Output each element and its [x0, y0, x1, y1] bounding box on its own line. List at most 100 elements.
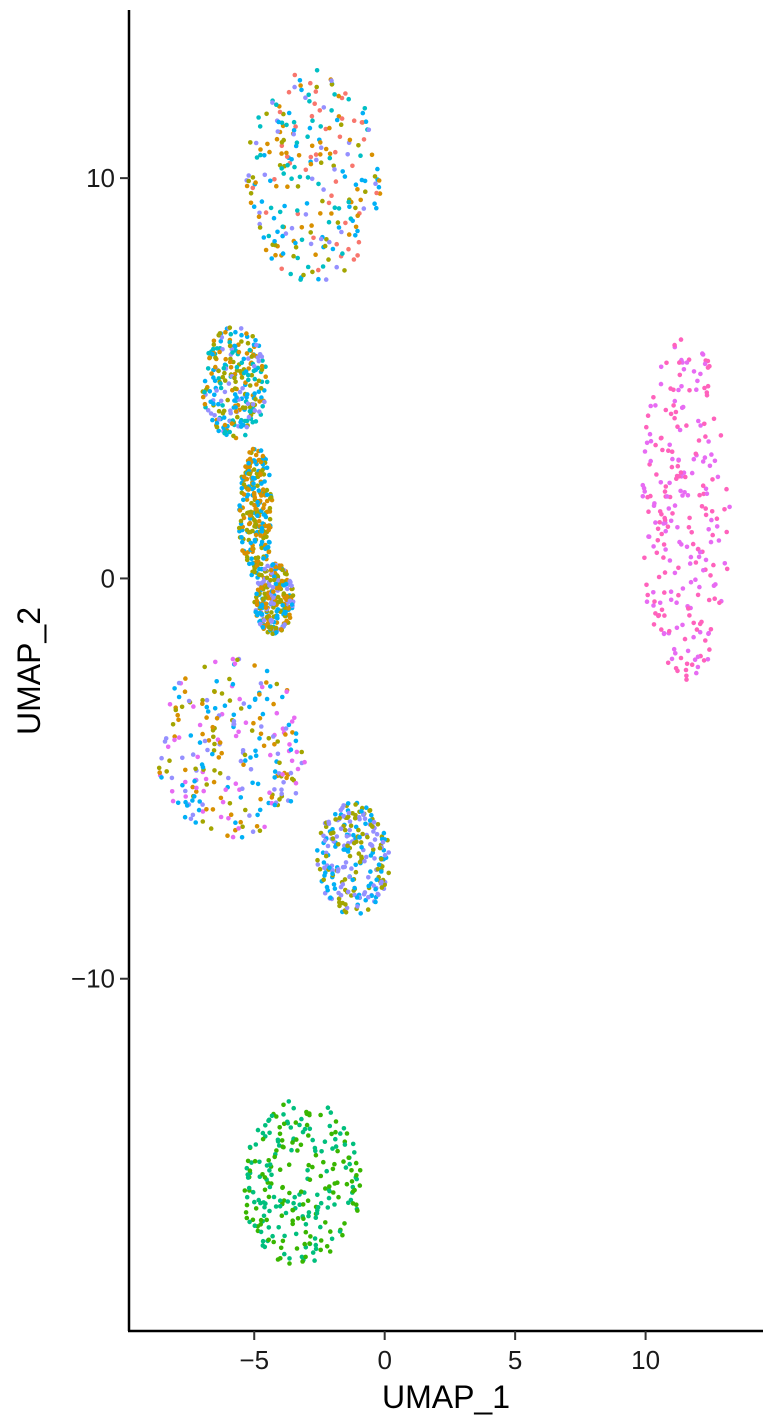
data-point — [204, 715, 209, 720]
data-point — [375, 866, 381, 872]
data-point — [347, 137, 353, 143]
data-point — [279, 787, 284, 792]
data-point — [352, 1150, 357, 1155]
data-point — [286, 110, 292, 116]
data-point — [282, 1251, 287, 1257]
data-point — [251, 368, 257, 374]
data-point — [255, 499, 260, 505]
data-point — [271, 1239, 277, 1245]
data-point — [343, 91, 348, 96]
data-point — [355, 187, 360, 192]
data-point — [230, 834, 236, 840]
data-point — [689, 662, 695, 667]
data-point — [258, 472, 263, 478]
data-point — [704, 393, 710, 398]
data-point — [253, 1206, 259, 1211]
data-point — [654, 472, 659, 477]
data-point — [653, 403, 658, 408]
data-point — [386, 850, 392, 855]
data-point — [363, 119, 369, 124]
data-point — [684, 673, 689, 679]
data-point — [695, 378, 700, 384]
data-point — [222, 378, 228, 383]
data-point — [248, 191, 254, 196]
data-point — [294, 749, 300, 755]
data-point — [285, 586, 290, 592]
data-point — [332, 167, 337, 172]
data-point — [335, 220, 341, 225]
data-point — [253, 397, 258, 402]
data-point — [265, 141, 270, 147]
data-point — [179, 704, 185, 710]
data-point — [208, 411, 214, 416]
data-point — [326, 200, 332, 206]
data-point — [306, 1133, 311, 1138]
data-point — [216, 428, 221, 434]
data-point — [291, 119, 297, 125]
data-point — [251, 490, 257, 496]
data-point — [279, 140, 285, 145]
cluster-2 — [200, 325, 270, 441]
data-point — [247, 513, 253, 518]
data-point — [243, 1210, 249, 1215]
data-point — [205, 709, 211, 714]
data-point — [260, 468, 265, 473]
data-point — [217, 740, 223, 745]
data-point — [295, 184, 301, 189]
data-point — [183, 779, 188, 785]
data-point — [262, 1244, 268, 1250]
data-point — [255, 812, 260, 818]
data-point — [691, 634, 696, 640]
data-point — [687, 561, 693, 566]
data-point — [706, 597, 712, 603]
data-point — [257, 210, 262, 216]
data-point — [284, 150, 289, 156]
data-point — [658, 364, 664, 370]
data-point — [250, 780, 255, 786]
data-point — [246, 1185, 252, 1191]
data-point — [293, 780, 299, 786]
data-point — [347, 874, 352, 880]
data-point — [333, 812, 338, 817]
data-point — [342, 827, 348, 833]
data-point — [376, 184, 382, 190]
data-point — [256, 214, 262, 219]
data-point — [294, 140, 300, 145]
data-point — [681, 367, 687, 372]
data-point — [257, 124, 263, 129]
data-point — [246, 356, 251, 361]
data-point — [250, 475, 256, 481]
data-point — [377, 191, 383, 196]
data-point — [295, 255, 301, 261]
data-point — [291, 1200, 296, 1206]
data-point — [264, 487, 270, 493]
data-point — [283, 1210, 289, 1216]
data-point — [284, 597, 289, 602]
data-point — [662, 590, 667, 595]
y-axis-ticks: −10 0 10 — [71, 163, 129, 994]
data-point — [234, 364, 240, 370]
data-point — [192, 778, 197, 784]
data-point — [164, 769, 169, 774]
data-point — [314, 68, 320, 73]
data-point — [676, 387, 681, 393]
data-point — [280, 1184, 286, 1190]
data-point — [234, 368, 240, 373]
data-point — [321, 833, 326, 839]
data-point — [274, 681, 280, 687]
data-point — [330, 836, 336, 841]
data-point — [342, 268, 347, 273]
data-point — [214, 679, 219, 684]
data-point — [338, 122, 344, 127]
data-point — [309, 113, 315, 119]
data-point — [352, 885, 357, 891]
data-point — [205, 366, 211, 371]
data-point — [353, 233, 358, 238]
data-point — [361, 137, 367, 142]
data-point — [694, 627, 700, 632]
data-point — [212, 689, 217, 694]
data-point — [323, 824, 329, 829]
data-point — [210, 751, 215, 757]
data-point — [200, 819, 206, 824]
data-point — [176, 680, 182, 686]
